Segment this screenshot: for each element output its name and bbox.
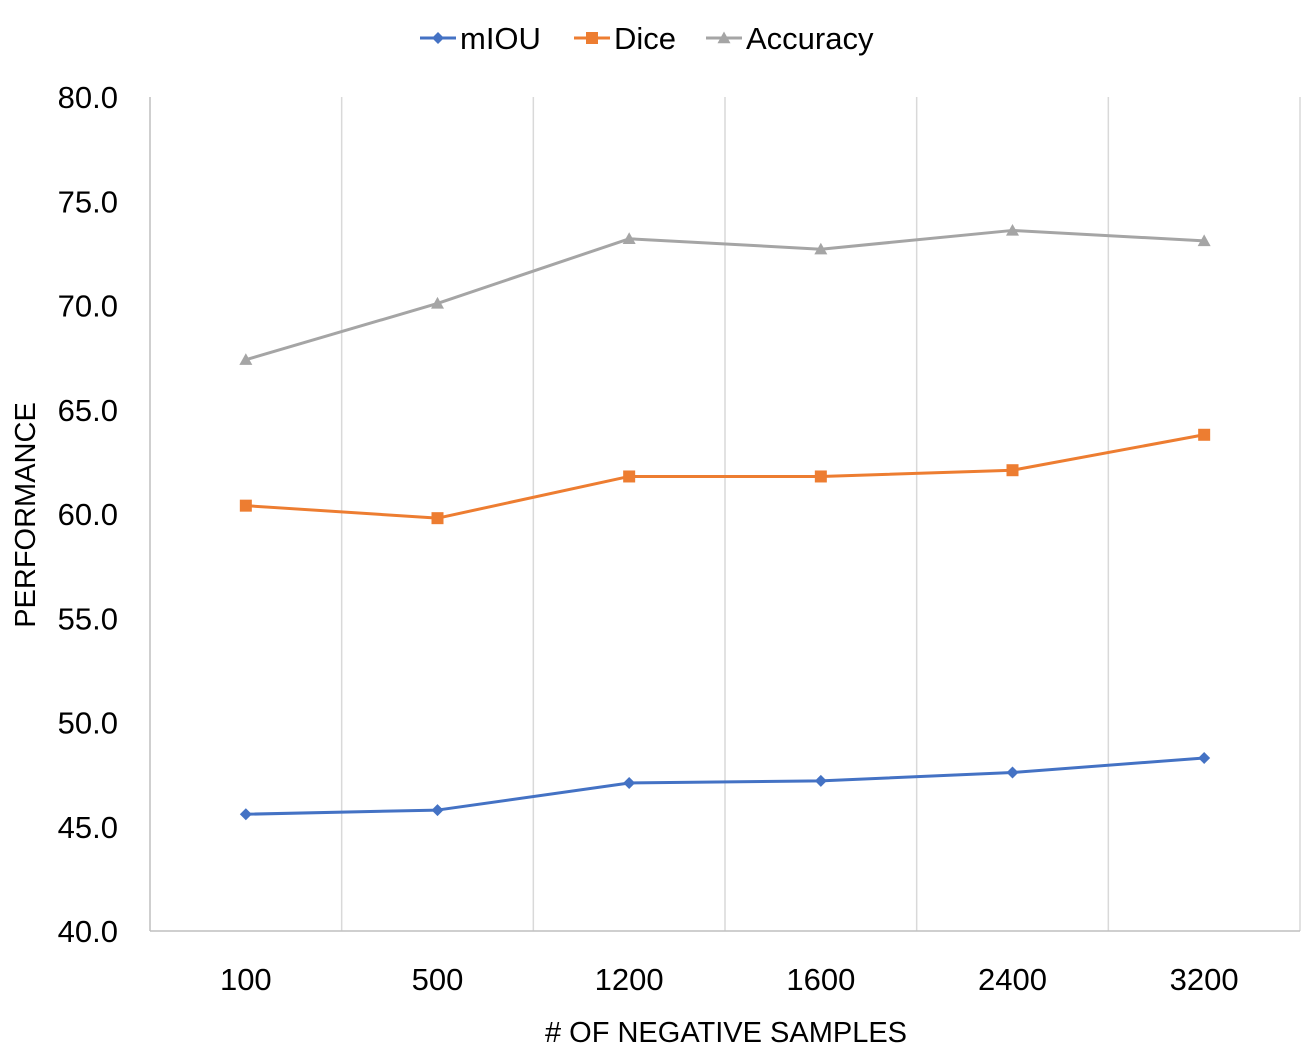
series-accuracy (239, 223, 1211, 365)
data-point-accuracy (239, 353, 253, 365)
series-group (239, 223, 1211, 821)
data-point-dice (239, 499, 252, 512)
legend-label-dice: Dice (614, 21, 676, 56)
data-point-miou (431, 804, 444, 817)
data-point-accuracy (622, 232, 636, 244)
legend-marker-dice (586, 32, 598, 44)
x-tick-label: 1600 (786, 962, 855, 997)
data-point-miou (814, 774, 827, 787)
data-point-miou (239, 808, 252, 821)
data-point-miou (1006, 766, 1019, 779)
data-point-dice (623, 470, 636, 483)
series-dice (239, 428, 1211, 525)
y-tick-label: 55.0 (58, 601, 118, 636)
y-tick-labels: 40.0 45.0 50.0 55.0 60.0 65.0 70.0 75.0 80.0 (58, 80, 118, 949)
y-tick-label: 40.0 (58, 914, 118, 949)
legend-marker-miou (432, 32, 444, 44)
data-point-dice (1006, 464, 1019, 477)
series-line-accuracy (245, 228, 1205, 362)
legend-item-miou: mIOU (420, 21, 541, 56)
x-tick-label: 100 (220, 962, 272, 997)
data-point-dice (1198, 428, 1211, 441)
y-tick-label: 75.0 (58, 184, 118, 219)
series-miou (239, 751, 1211, 821)
y-axis-title: PERFORMANCE (10, 402, 42, 628)
axes (149, 97, 1300, 932)
x-axis-title: # OF NEGATIVE SAMPLES (545, 1017, 907, 1049)
data-point-accuracy (431, 296, 444, 309)
series-line-dice (245, 433, 1205, 520)
legend-marker-accuracy (717, 31, 731, 44)
legend-item-dice: Dice (574, 21, 676, 56)
series-line-miou (245, 756, 1205, 816)
legend: mIOU Dice Accuracy (420, 21, 874, 56)
data-point-accuracy (814, 242, 828, 255)
y-tick-label: 60.0 (58, 497, 118, 532)
y-tick-label: 70.0 (58, 289, 118, 324)
y-tick-label: 80.0 (58, 80, 118, 115)
data-point-dice (431, 512, 444, 525)
legend-item-accuracy: Accuracy (706, 21, 874, 56)
y-tick-label: 45.0 (58, 810, 118, 845)
x-tick-label: 2400 (978, 962, 1047, 997)
x-tick-labels: 100 500 1200 1600 2400 3200 (220, 962, 1239, 997)
data-point-accuracy (1197, 234, 1211, 247)
data-point-miou (1198, 751, 1211, 764)
gridlines (340, 97, 1301, 931)
x-tick-label: 3200 (1170, 962, 1239, 997)
data-point-miou (623, 776, 636, 789)
x-tick-label: 1200 (595, 962, 664, 997)
legend-label-accuracy: Accuracy (746, 21, 874, 56)
data-point-dice (814, 470, 827, 483)
data-point-accuracy (1006, 223, 1019, 236)
legend-label-miou: mIOU (460, 21, 541, 56)
x-tick-label: 500 (412, 962, 464, 997)
y-tick-label: 65.0 (58, 393, 118, 428)
y-tick-label: 50.0 (58, 706, 118, 741)
